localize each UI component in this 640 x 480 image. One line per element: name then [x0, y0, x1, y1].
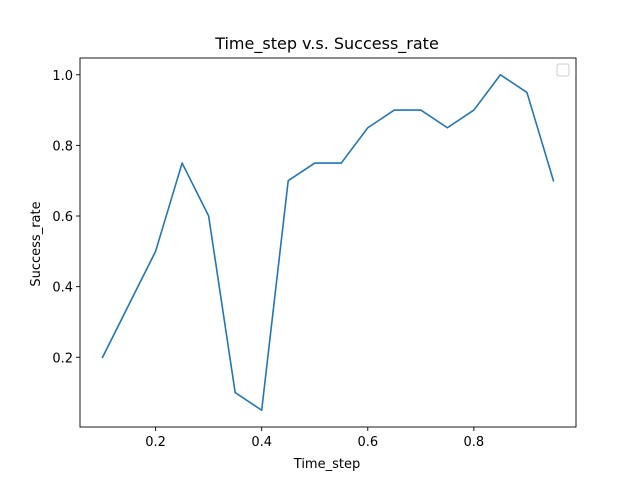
x-axis-label: Time_step — [293, 457, 360, 472]
x-tick-label: 0.8 — [464, 435, 485, 450]
y-tick-label: 0.4 — [52, 281, 73, 296]
x-tick-label: 0.4 — [251, 435, 272, 450]
y-tick-label: 0.2 — [52, 351, 73, 366]
x-tick-label: 0.2 — [145, 435, 166, 450]
x-tick-label: 0.6 — [357, 435, 378, 450]
legend-box — [556, 63, 570, 77]
chart-title: Time_step v.s. Success_rate — [214, 34, 439, 54]
y-tick-label: 0.6 — [52, 210, 73, 225]
series-line-0 — [101, 73, 555, 412]
axes-frame — [79, 57, 577, 428]
y-axis-label: Success_rate — [29, 201, 44, 286]
y-tick-label: 0.8 — [52, 139, 73, 154]
y-tick-label: 1.0 — [52, 69, 73, 84]
plot-area: 0.2 0.4 0.6 0.8 0.2 0.4 0.6 0.8 1.0 — [52, 57, 577, 450]
